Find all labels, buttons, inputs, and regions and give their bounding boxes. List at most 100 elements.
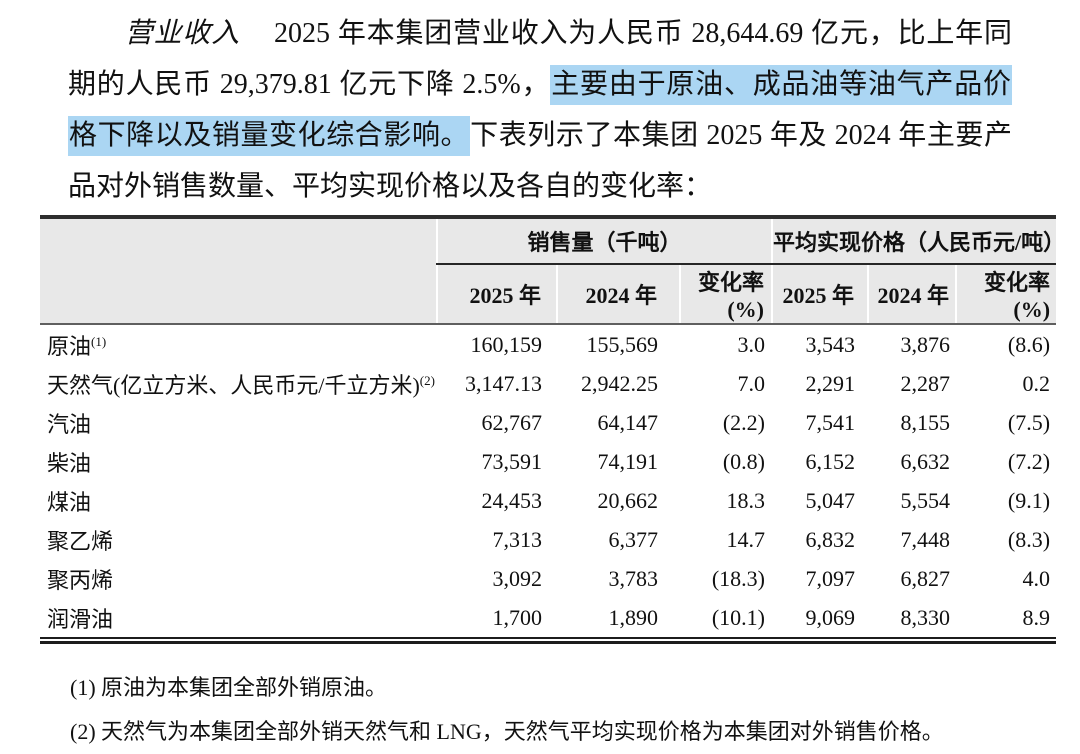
- document-page: 营业收入 2025 年本集团营业收入为人民币 28,644.69 亿元，比上年同期…: [0, 8, 1080, 754]
- footnote-marker: (1): [70, 675, 96, 700]
- value-cell: 6,152: [805, 448, 856, 474]
- value-cell: 9,069: [805, 604, 856, 630]
- product-label: 润滑油: [47, 606, 114, 632]
- footnote-1: (1) 原油为本集团全部外销原油。: [70, 666, 1080, 710]
- value-cell: 7,448: [900, 526, 951, 552]
- value-cell: 6,377: [608, 526, 659, 552]
- value-cell: 3,783: [608, 565, 659, 591]
- value-cell: 7,097: [805, 565, 856, 591]
- value-cell: (9.1): [1007, 487, 1051, 513]
- value-cell: 7.0: [737, 370, 766, 396]
- group-header-spacer: [40, 217, 437, 264]
- value-cell: 3,147.13: [465, 370, 542, 396]
- sub-header-price-2025: 2025 年: [771, 264, 869, 325]
- value-cell: 7,313: [492, 526, 543, 552]
- group-header-sales-volume: 销售量（千吨）: [435, 217, 773, 265]
- table-row-polyethylene: 聚乙烯 7,313 6,377 14.7 6,832 7,448 (8.3): [40, 520, 1056, 559]
- group-header-avg-price: 平均实现价格（人民币元/吨）: [771, 217, 1065, 265]
- table-header: 销售量（千吨） 平均实现价格（人民币元/吨） 2025 年 2024 年 变化率…: [40, 217, 1065, 325]
- product-cell: 柴油: [40, 442, 437, 481]
- footnote-2: (2) 天然气为本集团全部外销天然气和 LNG，天然气平均实现价格为本集团对外销售…: [70, 710, 1080, 754]
- table-row-diesel: 柴油 73,591 74,191 (0.8) 6,152 6,632 (7.2): [40, 442, 1056, 481]
- product-cell: 天然气(亿立方米、人民币元/千立方米)(2): [40, 364, 437, 403]
- value-cell: 2,942.25: [581, 370, 658, 396]
- value-cell: 20,662: [597, 487, 659, 513]
- group-header-row: 销售量（千吨） 平均实现价格（人民币元/吨）: [40, 217, 1065, 265]
- value-cell: (7.5): [1007, 409, 1051, 435]
- value-cell: 74,191: [597, 448, 659, 474]
- value-cell: 2,287: [900, 370, 951, 396]
- value-cell: (0.8): [722, 448, 766, 474]
- value-cell: 8,330: [900, 604, 951, 630]
- footnote-ref: (1): [91, 333, 107, 349]
- value-cell: 3.0: [737, 331, 766, 357]
- sub-header-row: 2025 年 2024 年 变化率(%) 2025 年 2024 年 变化率(%…: [40, 264, 1057, 325]
- value-cell: 2,291: [805, 370, 856, 396]
- sub-header-price-change: 变化率(%): [955, 264, 1057, 325]
- value-cell: 1,890: [608, 604, 659, 630]
- value-cell: 4.0: [1022, 565, 1051, 591]
- sub-header-sales-change: 变化率(%): [678, 264, 773, 325]
- table-row-kerosene: 煤油 24,453 20,662 18.3 5,047 5,554 (9.1): [40, 481, 1056, 520]
- product-label: 柴油: [47, 450, 92, 476]
- value-cell: 73,591: [481, 448, 543, 474]
- product-label: 汽油: [47, 411, 92, 437]
- revenue-text-before-highlight: 2025 年本集团营业收入为人民币 28,644.69 亿元，比上年同期的人民币…: [68, 18, 1012, 100]
- value-cell: 8,155: [900, 409, 951, 435]
- value-cell: 6,827: [900, 565, 951, 591]
- value-cell: 3,543: [805, 331, 856, 357]
- sub-header-price-2024: 2024 年: [867, 264, 957, 325]
- value-cell: 8.9: [1022, 604, 1051, 630]
- value-cell: (7.2): [1007, 448, 1051, 474]
- value-cell: 14.7: [726, 526, 766, 552]
- sub-header-sales-2025: 2025 年: [436, 264, 557, 325]
- value-cell: 24,453: [481, 487, 543, 513]
- footnote-ref: (2): [419, 372, 435, 388]
- value-cell: 64,147: [597, 409, 659, 435]
- revenue-text-after-highlight: 下表列示了本集团 2025 年及 2024 年主要产品对外销售数量、平均实现价格…: [68, 120, 1012, 202]
- value-cell: (10.1): [711, 604, 766, 630]
- sub-header-spacer: [40, 264, 437, 325]
- sales-price-table-wrap: 销售量（千吨） 平均实现价格（人民币元/吨） 2025 年 2024 年 变化率…: [40, 215, 1065, 644]
- section-title: 营业收入: [124, 18, 241, 49]
- table-row-natural-gas: 天然气(亿立方米、人民币元/千立方米)(2) 3,147.13 2,942.25…: [40, 364, 1056, 403]
- product-label: 聚乙烯: [47, 528, 114, 554]
- value-cell: 5,047: [805, 487, 856, 513]
- sub-header-sales-2024: 2024 年: [556, 264, 680, 325]
- product-cell: 煤油: [40, 481, 437, 520]
- product-cell: 汽油: [40, 403, 437, 442]
- value-cell: (8.3): [1007, 526, 1051, 552]
- table-row-polypropylene: 聚丙烯 3,092 3,783 (18.3) 7,097 6,827 4.0: [40, 559, 1056, 598]
- product-label: 天然气(亿立方米、人民币元/千立方米): [47, 372, 420, 398]
- product-label: 聚丙烯: [47, 567, 114, 593]
- table-row-lubricant: 润滑油 1,700 1,890 (10.1) 9,069 8,330 8.9: [40, 598, 1056, 637]
- table-body: 原油(1) 160,159 155,569 3.0 3,543 3,876 (8…: [40, 324, 1056, 637]
- value-cell: (2.2): [722, 409, 766, 435]
- table-row-crude-oil: 原油(1) 160,159 155,569 3.0 3,543 3,876 (8…: [40, 324, 1056, 364]
- value-cell: (18.3): [711, 565, 766, 591]
- table-row-gasoline: 汽油 62,767 64,147 (2.2) 7,541 8,155 (7.5): [40, 403, 1056, 442]
- footnote-text: 天然气为本集团全部外销天然气和 LNG，天然气平均实现价格为本集团对外销售价格。: [101, 719, 944, 744]
- product-label: 原油: [47, 333, 92, 359]
- product-label: 煤油: [47, 489, 92, 515]
- value-cell: 3,876: [900, 331, 951, 357]
- product-cell: 润滑油: [40, 598, 437, 637]
- table-bottom-rule-thin: [40, 637, 1056, 639]
- table-bottom-rule-thick: [40, 641, 1056, 644]
- value-cell: 7,541: [805, 409, 856, 435]
- value-cell: 160,159: [470, 331, 543, 357]
- value-cell: 5,554: [900, 487, 951, 513]
- value-cell: 6,832: [805, 526, 856, 552]
- value-cell: 155,569: [586, 331, 659, 357]
- footnote-text: 原油为本集团全部外销原油。: [101, 675, 388, 700]
- footnote-marker: (2): [70, 719, 96, 744]
- value-cell: 3,092: [492, 565, 543, 591]
- revenue-paragraph: 营业收入 2025 年本集团营业收入为人民币 28,644.69 亿元，比上年同期…: [68, 8, 1012, 212]
- value-cell: 0.2: [1022, 370, 1051, 396]
- value-cell: 18.3: [726, 487, 766, 513]
- value-cell: 6,632: [900, 448, 951, 474]
- product-cell: 聚丙烯: [40, 559, 437, 598]
- product-cell: 原油(1): [40, 324, 437, 364]
- value-cell: (8.6): [1007, 331, 1051, 357]
- footnotes: (1) 原油为本集团全部外销原油。 (2) 天然气为本集团全部外销天然气和 LNG，…: [70, 666, 1080, 754]
